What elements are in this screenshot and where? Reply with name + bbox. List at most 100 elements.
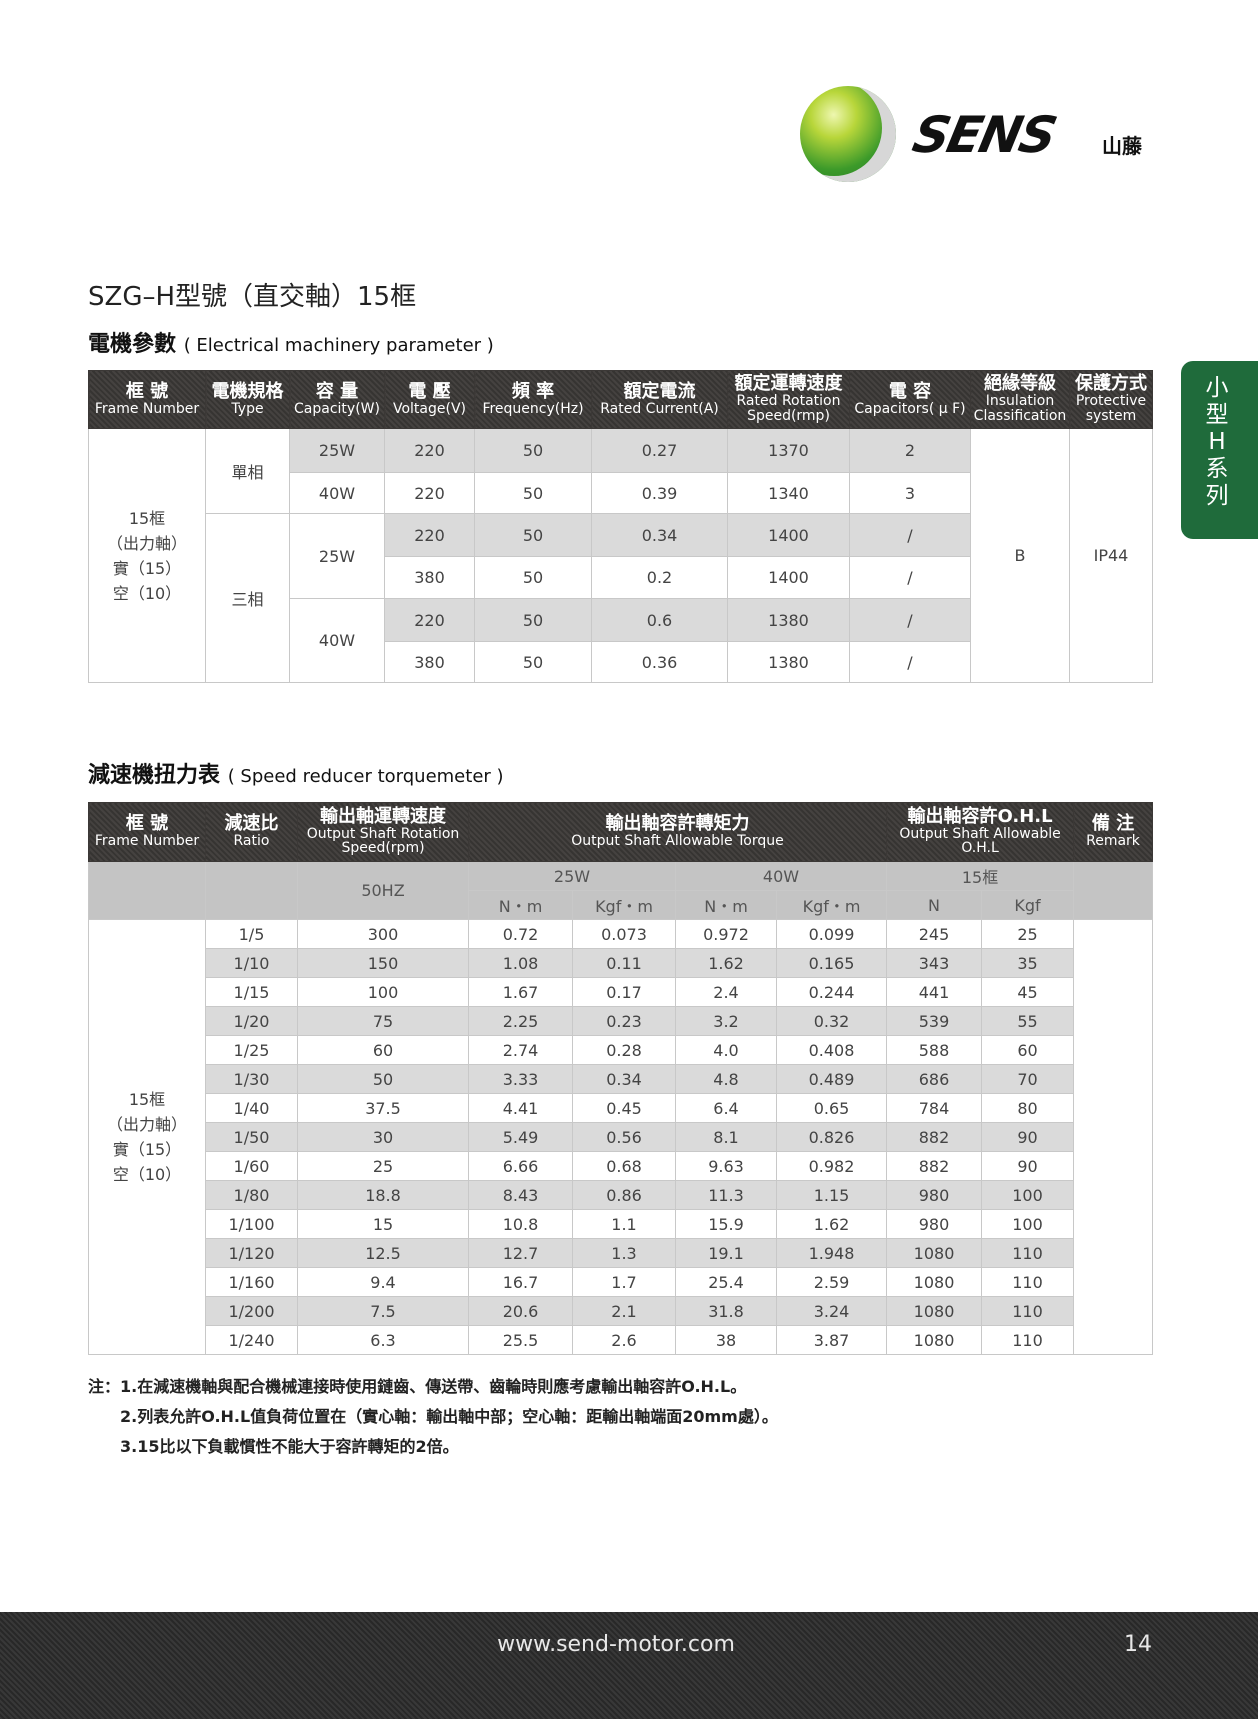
speed-cell: 50 [297, 1064, 469, 1094]
insulation-cell: B [970, 428, 1070, 683]
table-header-row: 框 號 Frame Number 電機規格 Type 容 量 Capacity(W) 電 壓… [88, 370, 1153, 429]
note-1: 注：1.在減速機軸與配合機械連接時使用鏈齒、傳送帶、齒輪時則應考慮輸出軸容許O.… [88, 1377, 747, 1396]
header-cn: 電 容 [888, 380, 932, 402]
header-en: Frequency(Hz) [482, 400, 584, 417]
ratio-cell: 1/120 [205, 1238, 298, 1268]
table-row: 1/40 37.5 4.41 0.45 6.4 0.65 784 80 [89, 1093, 1153, 1123]
table-header-row: 框 號 Frame Number 減速比 Ratio 輸出軸運轉速度 Output S… [88, 802, 1154, 862]
header-cn: 電機規格 [211, 380, 284, 402]
voltage-cell: 220 [384, 472, 475, 514]
current-cell: 0.34 [591, 513, 728, 557]
torque-40w-kgfm-cell: 0.32 [775, 1006, 888, 1036]
header-col-3: 電 壓 Voltage(V) [384, 370, 475, 429]
ohl-n-cell: 1080 [886, 1267, 983, 1297]
cap-cell: / [849, 556, 971, 599]
speed-cell: 100 [297, 977, 469, 1007]
header-col-7: 電 容 Capacitors( μ F) [849, 370, 971, 429]
ohl-kgf-cell: 35 [981, 948, 1075, 978]
torque-25w-nm-cell: 3.33 [468, 1064, 573, 1094]
torque-25w-nm-cell: 1.67 [468, 977, 573, 1007]
ohl-kgf-cell: 110 [981, 1267, 1075, 1297]
torque-40w-nm-cell: 3.2 [675, 1006, 777, 1036]
current-cell: 0.39 [591, 472, 728, 514]
torque-25w-nm-cell: 8.43 [468, 1180, 573, 1210]
torque-40w-nm-cell: 19.1 [675, 1238, 777, 1268]
ratio-cell: 1/25 [205, 1035, 298, 1065]
speed-cell: 30 [297, 1122, 469, 1152]
header-speed: 輸出軸運轉速度 Output Shaft Rotation Speed(rpm) [297, 802, 469, 862]
table-row: 40W 220 50 0.39 1340 3 [89, 472, 1153, 514]
torque-40w-nm-cell: 31.8 [675, 1296, 777, 1326]
ratio-cell: 1/60 [205, 1151, 298, 1181]
torque-25w-nm-cell: 0.72 [468, 919, 573, 949]
section-title-cn: 電機參數 [88, 332, 177, 357]
header-col-5: 額定電流 Rated Current(A) [591, 370, 728, 429]
freq-cell: 50 [474, 472, 592, 514]
voltage-cell: 220 [384, 598, 475, 642]
header-col-4: 頻 率 Frequency(Hz) [474, 370, 592, 429]
torque-25w-kgfm-cell: 0.34 [572, 1064, 676, 1094]
torque-40w-nm-cell: 4.8 [675, 1064, 777, 1094]
section-title-torque: 減速機扭力表 ( Speed reducer torquemeter ) [88, 757, 504, 789]
speed-cell: 1400 [727, 556, 850, 599]
capacity-cell: 25W [289, 513, 385, 599]
header-col-9: 保護方式 Protective system [1069, 370, 1153, 429]
electrical-parameter-table: 框 號 Frame Number 電機規格 Type 容 量 Capacity(W) 電 壓… [88, 370, 1153, 683]
header-en: Rated Rotation Speed(rmp) [736, 393, 841, 424]
torque-25w-kgfm-cell: 1.1 [572, 1209, 676, 1239]
protection-cell: IP44 [1069, 428, 1153, 683]
torque-40w-nm-cell: 6.4 [675, 1093, 777, 1123]
header-col-2: 容 量 Capacity(W) [289, 370, 385, 429]
torque-40w-nm-cell: 11.3 [675, 1180, 777, 1210]
speed-cell: 7.5 [297, 1296, 469, 1326]
table-row: 380 50 0.36 1380/ [89, 641, 1153, 683]
torque-25w-nm-cell: 1.08 [468, 948, 573, 978]
torque-25w-nm-cell: 5.49 [468, 1122, 573, 1152]
footer-url-link[interactable]: www.send-motor.com [497, 1632, 735, 1657]
header-torque: 輸出軸容許轉矩力 Output Shaft Allowable Torque [467, 802, 888, 862]
capacity-cell: 40W [289, 598, 385, 683]
torque-40w-kgfm-cell: 2.59 [775, 1267, 888, 1297]
ohl-n-cell: 784 [886, 1093, 983, 1123]
torque-25w-nm-cell: 16.7 [468, 1267, 573, 1297]
header-cn: 額定電流 [623, 380, 696, 402]
table-row: 1/60 25 6.66 0.68 9.63 0.982 882 90 [89, 1151, 1153, 1181]
speed-cell: 18.8 [297, 1180, 469, 1210]
header-col-0: 框 號 Frame Number [88, 370, 206, 429]
speed-cell: 9.4 [297, 1267, 469, 1297]
subheader-frame15: 15框 [886, 861, 1075, 891]
header-en: Insulation Classification [973, 393, 1067, 424]
header-en: Capacitors( μ F) [854, 400, 966, 417]
frame-number-cell: 15框 （出力軸） 實（15） 空（10） [88, 428, 206, 683]
side-tab: 小型H系列 [1181, 361, 1258, 539]
header-col-1: 電機規格 Type [205, 370, 290, 429]
table-row: 1/240 6.3 25.5 2.6 38 3.87 1080 110 [89, 1325, 1153, 1355]
cap-cell: 2 [849, 428, 971, 473]
ohl-kgf-cell: 60 [981, 1035, 1075, 1065]
unit-n: N [886, 890, 983, 920]
speed-cell: 1400 [727, 513, 850, 557]
table-row: 1/10 150 1.08 0.11 1.62 0.165 343 35 [89, 948, 1153, 978]
torque-25w-nm-cell: 4.41 [468, 1093, 573, 1123]
freq-cell: 50 [474, 428, 592, 473]
torque-25w-nm-cell: 2.74 [468, 1035, 573, 1065]
header-frame: 框 號 Frame Number [88, 802, 206, 862]
torque-25w-kgfm-cell: 0.68 [572, 1151, 676, 1181]
torque-40w-nm-cell: 1.62 [675, 948, 777, 978]
table-row: 1/80 18.8 8.43 0.86 11.3 1.15 980 100 [89, 1180, 1153, 1210]
torque-40w-kgfm-cell: 0.099 [775, 919, 888, 949]
subheader-25w: 25W [468, 861, 676, 891]
type-cell: 三相 [205, 513, 290, 683]
torque-40w-kgfm-cell: 1.62 [775, 1209, 888, 1239]
torque-25w-kgfm-cell: 0.23 [572, 1006, 676, 1036]
table-row: 1/50 30 5.49 0.56 8.1 0.826 882 90 [89, 1122, 1153, 1152]
torque-25w-kgfm-cell: 0.073 [572, 919, 676, 949]
ohl-kgf-cell: 55 [981, 1006, 1075, 1036]
torque-40w-kgfm-cell: 0.982 [775, 1151, 888, 1181]
speed-cell: 1380 [727, 598, 850, 642]
table-row: 1/160 9.4 16.7 1.7 25.4 2.59 1080 110 [89, 1267, 1153, 1297]
ratio-cell: 1/40 [205, 1093, 298, 1123]
table-row: 1/30 50 3.33 0.34 4.8 0.489 686 70 [89, 1064, 1153, 1094]
frame-line: 空（10） [112, 1165, 182, 1184]
ohl-kgf-cell: 110 [981, 1296, 1075, 1326]
